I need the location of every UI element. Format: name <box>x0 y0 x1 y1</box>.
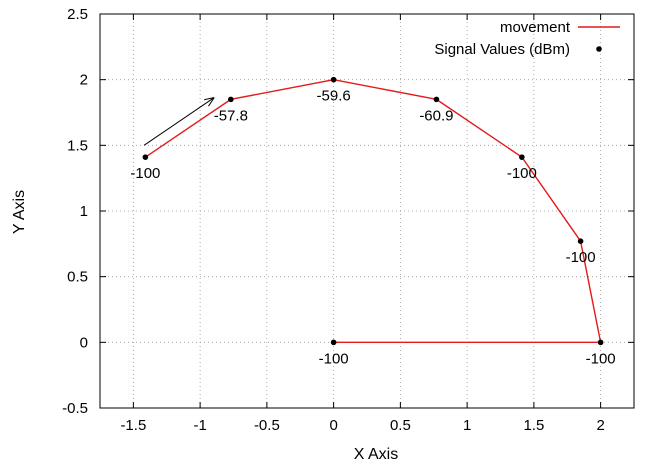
signal-value-label: -100 <box>586 350 616 367</box>
legend-label-movement: movement <box>500 19 571 36</box>
signal-point <box>519 154 525 160</box>
x-tick-label: 0.5 <box>390 417 411 434</box>
x-axis-ticks: -1.5 -1 -0.5 0 0.5 1 1.5 2 <box>120 14 605 434</box>
y-tick-label: 0 <box>80 334 88 351</box>
y-tick-label: -0.5 <box>62 400 88 417</box>
y-tick-label: 1.5 <box>67 137 88 154</box>
signal-value-label: -100 <box>507 165 537 182</box>
series-lines <box>144 78 602 344</box>
legend: movement Signal Values (dBm) <box>434 19 620 58</box>
signal-value-label: -100 <box>130 165 160 182</box>
data-point-labels: -100 -100 -100 -100 -60.9 -59.6 -57.8 -100 <box>130 88 615 368</box>
signal-point <box>330 339 337 346</box>
signal-value-label: -100 <box>319 350 349 367</box>
signal-value-label: -60.9 <box>419 107 453 124</box>
signal-point <box>597 339 604 346</box>
x-tick-label: -0.5 <box>254 417 280 434</box>
y-tick-label: 2 <box>80 72 88 89</box>
x-tick-label: 2 <box>596 417 604 434</box>
y-axis-ticks: -0.5 0 0.5 1 1.5 2 2.5 <box>62 6 634 417</box>
legend-swatch-signal-values <box>596 46 602 52</box>
signal-point <box>142 154 149 160</box>
signal-point <box>228 96 234 103</box>
x-tick-label: -1 <box>193 417 206 434</box>
y-axis-label: Y Axis <box>11 190 28 234</box>
annotations <box>143 98 213 146</box>
y-tick-label: 0.5 <box>67 269 88 286</box>
signal-point <box>330 76 337 83</box>
y-tick-label: 2.5 <box>67 6 88 23</box>
signal-value-label: -57.8 <box>214 107 248 124</box>
y-tick-label: 1 <box>80 203 88 220</box>
x-tick-label: 1.5 <box>523 417 544 434</box>
direction-arrow <box>143 98 213 146</box>
signal-point <box>433 96 440 103</box>
signal-point <box>577 238 584 245</box>
grid <box>100 13 634 409</box>
signal-value-label: -100 <box>566 249 596 266</box>
x-axis-label: X Axis <box>354 446 398 463</box>
data-points <box>142 76 604 346</box>
signal-value-label: -59.6 <box>317 88 351 105</box>
series-line-movement <box>144 78 602 344</box>
x-tick-label: 1 <box>463 417 471 434</box>
x-tick-label: 0 <box>329 417 337 434</box>
x-tick-label: -1.5 <box>120 417 146 434</box>
legend-label-signal-values: Signal Values (dBm) <box>434 41 570 58</box>
